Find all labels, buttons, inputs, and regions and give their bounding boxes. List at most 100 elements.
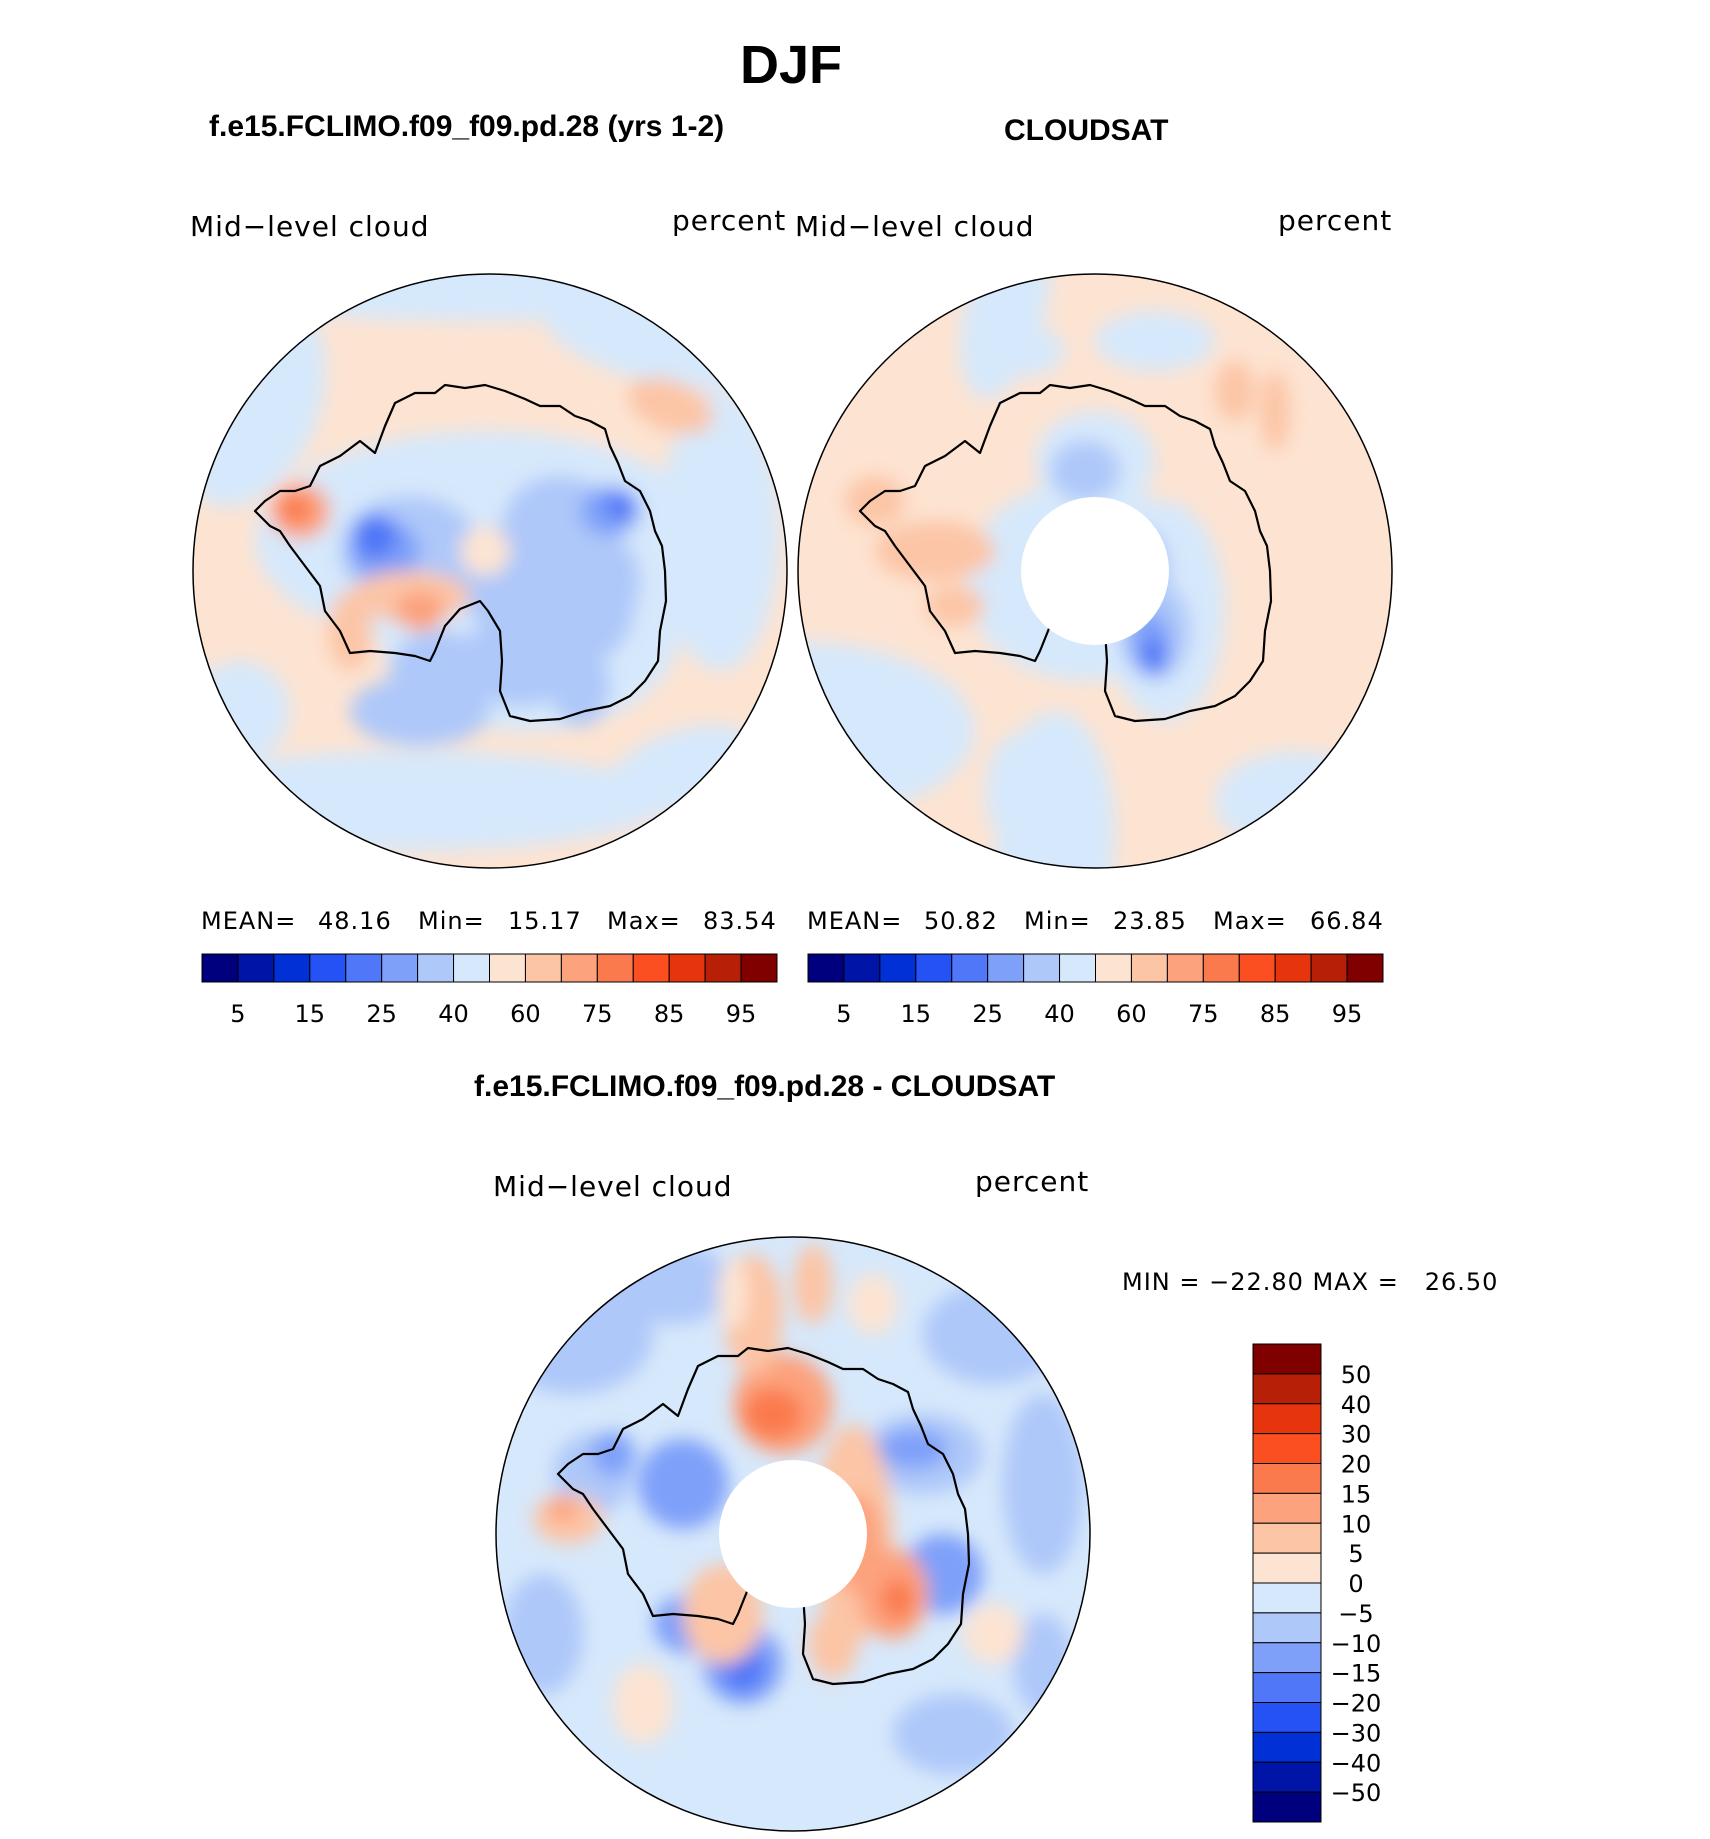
obs-cloud-contour [1215, 751, 1375, 851]
model-colorbar-tick-label: 75 [582, 1000, 613, 1028]
model-map-frame [192, 273, 788, 869]
model-colorbar-box [596, 953, 634, 983]
diff-colorbar-box [1252, 1582, 1322, 1614]
diff-cloud-contour [1003, 1394, 1083, 1574]
model-colorbar-box [345, 953, 383, 983]
model-colorbar-box [417, 953, 455, 983]
diff-colorbar-box [1252, 1761, 1322, 1793]
obs-min-value: 23.85 [1113, 907, 1187, 935]
obs-colorbar-box [807, 953, 845, 983]
model-min-label: Min= [418, 907, 485, 935]
model-cloud-contour [279, 495, 311, 523]
diff-polar-gap [719, 1460, 867, 1608]
model-colorbar-box [273, 953, 311, 983]
model-map [192, 273, 788, 869]
diff-colorbar-tick-label: 15 [1341, 1480, 1372, 1508]
model-colorbar-tick-label: 15 [295, 1000, 326, 1028]
model-cloud-contour [353, 514, 397, 558]
obs-units-label: percent [1278, 204, 1393, 237]
model-cloud-contour [193, 751, 670, 851]
diff-colorbar-tick-label: −20 [1331, 1690, 1382, 1718]
diff-map [495, 1236, 1091, 1832]
model-colorbar-box [201, 953, 239, 983]
obs-polar-gap [1021, 497, 1169, 645]
diff-cloud-contour [718, 1259, 748, 1329]
obs-colorbar-box [1310, 953, 1348, 983]
obs-mean-label: MEAN= [807, 907, 903, 935]
model-colorbar-tick-label: 25 [366, 1000, 397, 1028]
obs-antarctica-coastline [858, 383, 1273, 723]
diff-units-label: percent [975, 1165, 1090, 1198]
model-cloud-contour [605, 493, 635, 519]
obs-colorbar-box [915, 953, 953, 983]
model-cloud-contour [395, 591, 445, 631]
model-cloud-contour [545, 541, 635, 661]
diff-colorbar-tick-label: −10 [1331, 1630, 1382, 1658]
obs-colorbar-box [879, 953, 917, 983]
obs-colorbar-box [1346, 953, 1384, 983]
diff-colorbar-box [1252, 1373, 1322, 1405]
obs-colorbar-box [1274, 953, 1312, 983]
obs-cloud-contour [1143, 638, 1167, 674]
diff-colorbar-tick-label: 0 [1348, 1570, 1363, 1598]
obs-cloud-contour [985, 731, 1065, 851]
diff-colorbar-tick-label: −30 [1331, 1719, 1382, 1747]
obs-colorbar-tick-label: 25 [972, 1000, 1003, 1028]
obs-cloud-contour [798, 641, 975, 821]
model-colorbar-box [237, 953, 275, 983]
diff-minmax-label: MIN = −22.80 MAX = 26.50 [1122, 1268, 1499, 1296]
obs-colorbar-tick-label: 5 [836, 1000, 851, 1028]
diff-cloud-contour [848, 1274, 898, 1334]
diff-cloud-contour [613, 1244, 733, 1324]
model-variable-label: Mid−level cloud [190, 210, 430, 243]
diff-colorbar-box [1252, 1492, 1322, 1524]
model-coastline-path [253, 383, 668, 723]
model-colorbar-box [381, 953, 419, 983]
model-cloud-contour [193, 274, 787, 321]
diff-colorbar-box [1252, 1522, 1322, 1554]
obs-cloud-contour [1095, 311, 1215, 371]
diff-cloud-contour [638, 1439, 728, 1529]
diff-colorbar-tick-label: 50 [1341, 1361, 1372, 1389]
model-cloud-contour [660, 391, 780, 671]
diff-colorbar-box [1252, 1403, 1322, 1435]
model-colorbar-box [704, 953, 742, 983]
model-colorbar-tick-label: 60 [510, 1000, 541, 1028]
model-colorbar-tick-label: 85 [654, 1000, 685, 1028]
diff-cloud-contour [893, 1694, 1013, 1774]
model-cloud-contour [460, 526, 510, 576]
diff-colorbar-tick-label: −15 [1331, 1660, 1382, 1688]
model-cloud-contour [550, 646, 610, 726]
obs-colorbar-tick-label: 95 [1332, 1000, 1363, 1028]
diff-cloud-contour [591, 1432, 635, 1476]
diff-colorbar-tick-label: 30 [1341, 1421, 1372, 1449]
diff-cloud-contour [548, 1497, 578, 1521]
obs-max-label: Max= [1213, 907, 1287, 935]
diff-colorbar-box [1252, 1731, 1322, 1763]
obs-map-frame [797, 273, 1393, 869]
diff-cloud-contour [503, 1574, 583, 1694]
diff-cloud-contour [683, 1564, 763, 1664]
diff-colorbar-tick-label: 5 [1348, 1540, 1363, 1568]
model-units-label: percent [672, 204, 787, 237]
model-colorbar: 5 15 25 40 60 75 85 95 [201, 953, 778, 1028]
diff-colorbar-tick-label: −50 [1331, 1779, 1382, 1807]
model-cloud-contour [328, 591, 372, 671]
obs-cloud-contour [985, 326, 1065, 376]
obs-colorbar-box [1023, 953, 1061, 983]
diff-colorbar-tick-label: −40 [1331, 1749, 1382, 1777]
diff-variable-label: Mid−level cloud [493, 1170, 733, 1203]
obs-max-value: 66.84 [1310, 907, 1384, 935]
model-max-label: Max= [607, 907, 681, 935]
model-colorbar-tick-label: 5 [230, 1000, 245, 1028]
diff-cloud-contour [808, 1609, 858, 1679]
obs-colorbar-box [843, 953, 881, 983]
obs-variable-label: Mid−level cloud [795, 210, 1035, 243]
model-cloud-contour [193, 661, 290, 761]
obs-colorbar-tick-label: 15 [901, 1000, 932, 1028]
obs-colorbar-box [1202, 953, 1240, 983]
obs-colorbar-box [1059, 953, 1096, 983]
obs-colorbar-tick-label: 75 [1188, 1000, 1219, 1028]
